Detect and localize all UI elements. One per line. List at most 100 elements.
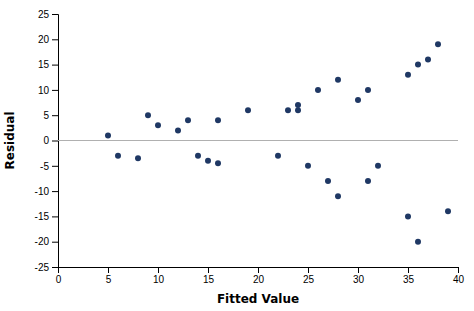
x-axis-tick-mark — [408, 267, 409, 273]
y-axis-tick-label: -20 — [35, 236, 50, 247]
point — [375, 163, 381, 169]
point — [135, 155, 141, 161]
x-axis-tick: 20 — [253, 267, 265, 285]
point — [245, 107, 251, 113]
point — [115, 153, 121, 159]
y-axis-tick-mark — [52, 267, 58, 268]
x-axis-tick-mark — [308, 267, 309, 273]
point — [275, 153, 281, 159]
x-axis-tick-label: 15 — [203, 274, 215, 285]
x-axis-tick-label: 0 — [56, 274, 62, 285]
point — [405, 213, 411, 219]
x-axis-tick-mark — [108, 267, 109, 273]
x-axis: 0 5 10 15 20 25 30 35 40 — [56, 267, 465, 285]
y-axis-tick-label: -10 — [35, 186, 50, 197]
y-axis-tick-label: -5 — [40, 161, 49, 172]
point — [305, 163, 311, 169]
y-axis-tick: 15 — [38, 59, 58, 70]
x-axis-tick: 10 — [153, 267, 165, 285]
y-axis-tick-mark — [52, 242, 58, 243]
y-axis-tick-label: 10 — [38, 85, 50, 96]
point — [325, 178, 331, 184]
x-axis-tick: 35 — [403, 267, 415, 285]
y-axis-title: Residual — [3, 112, 17, 170]
y-axis-tick: 5 — [43, 110, 58, 121]
point — [415, 62, 421, 68]
chart: 0 5 10 15 20 25 30 35 40 -25 -20 -15 -10 -5 0 5 10 15 20 25… — [0, 0, 474, 311]
point — [425, 57, 431, 63]
y-axis-tick-mark — [52, 216, 58, 217]
point — [365, 87, 371, 93]
point — [105, 132, 111, 138]
y-axis-tick: -25 — [35, 262, 58, 273]
point — [185, 117, 191, 123]
point — [215, 117, 221, 123]
plot-area — [58, 41, 458, 244]
y-axis-tick: -20 — [35, 236, 58, 247]
y-axis-tick: 10 — [38, 85, 58, 96]
x-axis-title: Fitted Value — [217, 292, 299, 306]
point — [435, 41, 441, 47]
y-axis-tick: -10 — [35, 186, 58, 197]
x-axis-tick-label: 5 — [106, 274, 112, 285]
chart-container: 0 5 10 15 20 25 30 35 40 -25 -20 -15 -10 -5 0 5 10 15 20 25… — [0, 0, 474, 311]
x-axis-tick-label: 40 — [453, 274, 465, 285]
point — [335, 193, 341, 199]
y-axis-tick-label: 20 — [38, 34, 50, 45]
y-axis-line — [52, 15, 59, 268]
point — [155, 122, 161, 128]
y-axis: -25 -20 -15 -10 -5 0 5 10 15 20 25 — [35, 9, 59, 273]
point — [415, 239, 421, 245]
y-axis-tick-label: -25 — [35, 262, 50, 273]
point — [295, 107, 301, 113]
x-axis-tick-mark — [158, 267, 159, 273]
x-axis-tick: 15 — [203, 267, 215, 285]
x-axis-line — [59, 268, 459, 274]
point — [315, 87, 321, 93]
point — [145, 112, 151, 118]
y-axis-tick-label: 0 — [43, 135, 49, 146]
y-axis-tick-mark — [52, 115, 58, 116]
y-axis-tick-label: 25 — [38, 9, 50, 20]
y-axis-tick: 0 — [43, 135, 58, 146]
x-axis-tick-mark — [358, 267, 359, 273]
x-axis-tick-label: 20 — [253, 274, 265, 285]
point — [335, 77, 341, 83]
y-axis-tick-mark — [52, 141, 58, 142]
point — [195, 153, 201, 159]
x-axis-tick-label: 30 — [353, 274, 365, 285]
point — [205, 158, 211, 164]
y-axis-tick-mark — [52, 191, 58, 192]
point — [445, 208, 451, 214]
x-axis-tick: 25 — [303, 267, 315, 285]
x-axis-tick-mark — [258, 267, 259, 273]
y-axis-tick-mark — [52, 166, 58, 167]
y-axis-tick-mark — [52, 39, 58, 40]
y-axis-tick-mark — [52, 14, 58, 15]
point — [365, 178, 371, 184]
x-axis-tick: 40 — [453, 267, 465, 285]
y-axis-tick: 25 — [38, 9, 58, 20]
y-axis-tick-label: 5 — [43, 110, 49, 121]
x-axis-tick-label: 10 — [153, 274, 165, 285]
reference-line — [58, 140, 458, 141]
x-axis-tick: 30 — [353, 267, 365, 285]
points — [105, 41, 451, 244]
point — [215, 160, 221, 166]
point — [175, 127, 181, 133]
x-axis-tick-label: 25 — [303, 274, 315, 285]
y-axis-tick: -5 — [40, 161, 58, 172]
y-axis-tick-label: 15 — [38, 59, 50, 70]
x-axis-tick-label: 35 — [403, 274, 415, 285]
x-axis-tick-mark — [208, 267, 209, 273]
point — [285, 107, 291, 113]
point — [355, 97, 361, 103]
y-axis-tick-mark — [52, 65, 58, 66]
point — [405, 72, 411, 78]
x-axis-tick-mark — [458, 267, 459, 273]
x-axis-tick: 0 — [56, 267, 62, 285]
y-axis-tick: 20 — [38, 34, 58, 45]
y-axis-tick-label: -15 — [35, 211, 50, 222]
x-axis-tick: 5 — [106, 267, 112, 285]
y-axis-tick: -15 — [35, 211, 58, 222]
